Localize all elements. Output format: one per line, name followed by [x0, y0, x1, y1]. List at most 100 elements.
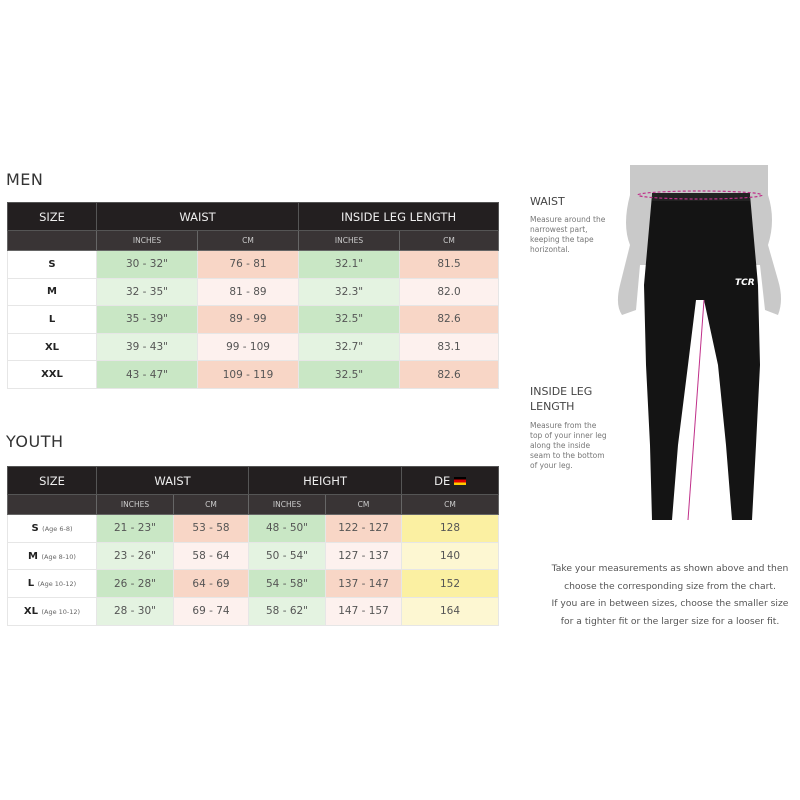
leg-cm-cell: 82.0	[399, 277, 500, 307]
subheader: INCHES	[298, 230, 401, 251]
subheader: INCHES	[96, 494, 174, 515]
german-flag-icon	[453, 477, 466, 485]
de-size-cell: 164	[401, 597, 500, 626]
de-size-cell: 140	[401, 541, 500, 571]
age-label: (Age 8-10)	[41, 552, 76, 561]
men-size-table: SIZE WAIST INSIDE LEG LENGTH INCHES CM I…	[7, 202, 500, 389]
waist-inches-cell: 43 - 47"	[96, 360, 198, 389]
size-cell: M (Age 8-10)	[7, 541, 97, 571]
note-line: for a tighter fit or the larger size for…	[560, 615, 780, 627]
brand-logo: TCR	[735, 278, 755, 288]
subheader: INCHES	[248, 494, 327, 515]
table-row: XL 39 - 43" 99 - 109 32.7" 83.1	[7, 332, 500, 362]
waist-cm-cell: 58 - 64	[172, 541, 250, 571]
de-size-cell: 152	[401, 569, 500, 599]
waist-cm-cell: 69 - 74	[172, 597, 250, 626]
leg-header: INSIDE LEG LENGTH	[298, 202, 500, 231]
leg-guide-desc: Measure from the top of your inner leg a…	[530, 421, 607, 470]
leg-inches-cell: 32.3"	[298, 277, 401, 307]
waist-inches-cell: 26 - 28"	[96, 569, 174, 599]
waist-cm-cell: 109 - 119	[196, 360, 300, 389]
de-label: DE	[434, 473, 451, 488]
leg-cm-cell: 82.6	[399, 360, 500, 389]
model-figure: TCR	[617, 165, 781, 521]
size-cell: XL	[7, 332, 97, 362]
waist-inches-cell: 30 - 32"	[96, 250, 198, 279]
waist-header: WAIST	[95, 466, 250, 495]
leg-measure-line	[687, 299, 705, 521]
height-cm-cell: 137 - 147	[325, 569, 403, 599]
size-cell: XXL	[7, 360, 97, 389]
waist-inches-cell: 21 - 23"	[96, 514, 174, 543]
waist-measure-line	[637, 190, 763, 200]
de-header: DE	[401, 466, 500, 495]
age-label: (Age 6-8)	[42, 524, 73, 533]
leg-guide-label-1: INSIDE LEG	[530, 385, 593, 398]
leg-guide-label-2: LENGTH	[530, 400, 575, 413]
waist-cm-cell: 64 - 69	[172, 569, 250, 599]
leg-cm-cell: 83.1	[399, 332, 500, 362]
subheader: INCHES	[96, 230, 198, 251]
waist-cm-cell: 81 - 89	[196, 277, 300, 307]
size-cell: XL (Age 10-12)	[7, 597, 97, 626]
note-line: Take your measurements as shown above an…	[551, 563, 789, 574]
leg-inches-cell: 32.5"	[298, 305, 401, 334]
waist-cm-cell: 53 - 58	[172, 514, 250, 543]
size-label: M	[28, 550, 38, 562]
height-cm-cell: 127 - 137	[325, 541, 403, 571]
subheader: CM	[399, 230, 500, 251]
waist-inches-cell: 35 - 39"	[96, 305, 198, 334]
size-cell: L (Age 10-12)	[7, 569, 97, 599]
de-size-cell: 128	[401, 514, 500, 543]
waist-inches-cell: 23 - 26"	[96, 541, 174, 571]
table-row: M 32 - 35" 81 - 89 32.3" 82.0	[7, 277, 500, 307]
men-title: MEN	[6, 170, 44, 189]
waist-inches-cell: 28 - 30"	[96, 597, 174, 626]
height-inches-cell: 48 - 50"	[248, 514, 327, 543]
table-row: XL (Age 10-12) 28 - 30" 69 - 74 58 - 62"…	[7, 597, 500, 626]
table-row: S (Age 6-8) 21 - 23" 53 - 58 48 - 50" 12…	[7, 514, 500, 543]
table-row: L (Age 10-12) 26 - 28" 64 - 69 54 - 58" …	[7, 569, 500, 599]
table-row: L 35 - 39" 89 - 99 32.5" 82.6	[7, 305, 500, 334]
size-cell: L	[7, 305, 97, 334]
table-row: XXL 43 - 47" 109 - 119 32.5" 82.6	[7, 360, 500, 389]
size-header: SIZE	[7, 466, 97, 495]
height-header: HEIGHT	[248, 466, 403, 495]
subheader: CM	[196, 230, 300, 251]
leg-inches-cell: 32.7"	[298, 332, 401, 362]
waist-guide-desc: Measure around the narrowest part, keepi…	[530, 215, 606, 254]
waist-inches-cell: 39 - 43"	[96, 332, 198, 362]
age-label: (Age 10-12)	[37, 580, 77, 589]
waist-cm-cell: 89 - 99	[196, 305, 300, 334]
note-line: choose the corresponding size from the c…	[564, 580, 776, 592]
waist-guide-label: WAIST	[530, 195, 565, 208]
table-row: S 30 - 32" 76 - 81 32.1" 81.5	[7, 250, 500, 279]
leg-inches-cell: 32.5"	[298, 360, 401, 389]
age-label: (Age 10-12)	[41, 607, 81, 616]
youth-title: YOUTH	[6, 432, 64, 451]
size-header: SIZE	[7, 202, 97, 231]
height-cm-cell: 122 - 127	[325, 514, 403, 543]
subheader: CM	[325, 494, 403, 515]
waist-cm-cell: 99 - 109	[196, 332, 300, 362]
leg-cm-cell: 81.5	[399, 250, 500, 279]
size-label: L	[27, 578, 35, 590]
size-label: XL	[23, 605, 38, 617]
note-line: If you are in between sizes, choose the …	[551, 598, 789, 609]
height-inches-cell: 58 - 62"	[248, 597, 327, 626]
size-label: S	[31, 522, 39, 534]
subheader: CM	[172, 494, 250, 515]
blank-subheader	[7, 494, 97, 515]
subheader: CM	[401, 494, 500, 515]
pants	[644, 195, 760, 520]
leg-inches-cell: 32.1"	[298, 250, 401, 279]
blank-subheader	[7, 230, 97, 251]
waist-inches-cell: 32 - 35"	[96, 277, 198, 307]
height-cm-cell: 147 - 157	[325, 597, 403, 626]
waist-header: WAIST	[95, 202, 300, 231]
size-cell: S	[7, 250, 97, 279]
height-inches-cell: 54 - 58"	[248, 569, 327, 599]
fit-note: Take your measurements as shown above an…	[520, 560, 800, 630]
size-cell: S (Age 6-8)	[7, 514, 97, 543]
height-inches-cell: 50 - 54"	[248, 541, 327, 571]
